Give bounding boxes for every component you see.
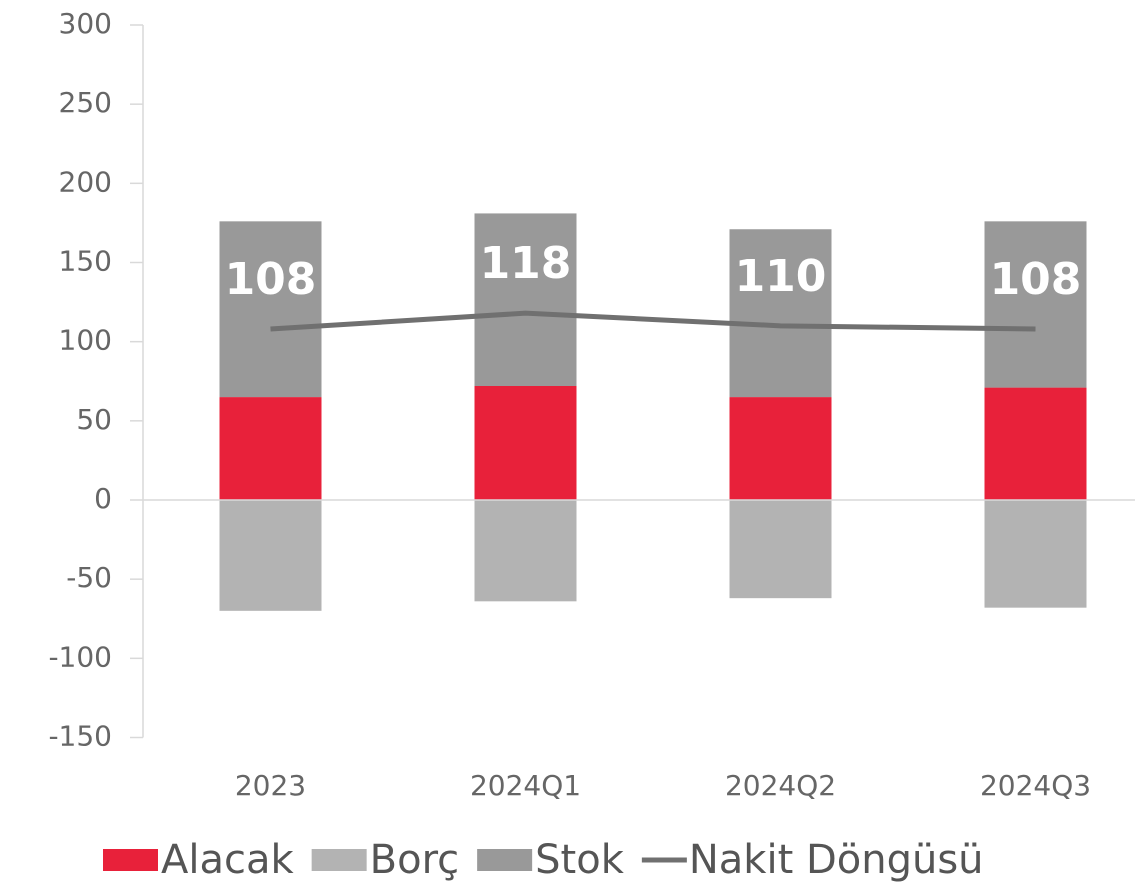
x-tick-label: 2024Q3 bbox=[980, 769, 1091, 802]
legend-label: Borç bbox=[370, 837, 459, 883]
bar bbox=[219, 397, 322, 500]
legend-swatch bbox=[477, 849, 533, 871]
y-tick-label: -150 bbox=[48, 720, 112, 753]
x-tick-label: 2024Q2 bbox=[725, 769, 836, 802]
y-tick-label: -50 bbox=[66, 561, 112, 594]
legend-label: Nakit Döngüsü bbox=[689, 837, 984, 883]
data-label: 110 bbox=[735, 251, 827, 302]
y-tick-label: 100 bbox=[59, 324, 112, 357]
bar bbox=[729, 500, 832, 599]
y-tick-label: 0 bbox=[94, 482, 112, 515]
line bbox=[270, 310, 1036, 332]
legend-swatch bbox=[103, 849, 158, 871]
bar bbox=[219, 500, 322, 611]
x-tick-label: 2024Q1 bbox=[470, 769, 581, 802]
bar bbox=[474, 500, 577, 602]
bar bbox=[219, 221, 322, 398]
y-tick-label: 200 bbox=[59, 165, 112, 198]
y-tick-label: 50 bbox=[76, 403, 112, 436]
y-tick-label: 250 bbox=[59, 86, 112, 119]
y-tick-label: 150 bbox=[59, 245, 112, 278]
legend-label: Stok bbox=[535, 837, 625, 883]
legend-label: Alacak bbox=[161, 837, 294, 883]
data-label: 108 bbox=[990, 254, 1082, 305]
bar bbox=[729, 229, 832, 398]
y-tick-label: 300 bbox=[59, 7, 112, 40]
bar bbox=[729, 397, 832, 500]
bar bbox=[984, 387, 1087, 500]
bar bbox=[984, 221, 1087, 388]
y-tick-label: -100 bbox=[48, 640, 112, 673]
legend-swatch bbox=[311, 849, 367, 871]
x-tick-label: 2023 bbox=[235, 769, 306, 802]
data-label: 118 bbox=[480, 238, 572, 289]
data-label: 108 bbox=[225, 254, 317, 305]
bar bbox=[474, 213, 577, 386]
bar bbox=[984, 500, 1087, 608]
bar bbox=[474, 386, 577, 500]
